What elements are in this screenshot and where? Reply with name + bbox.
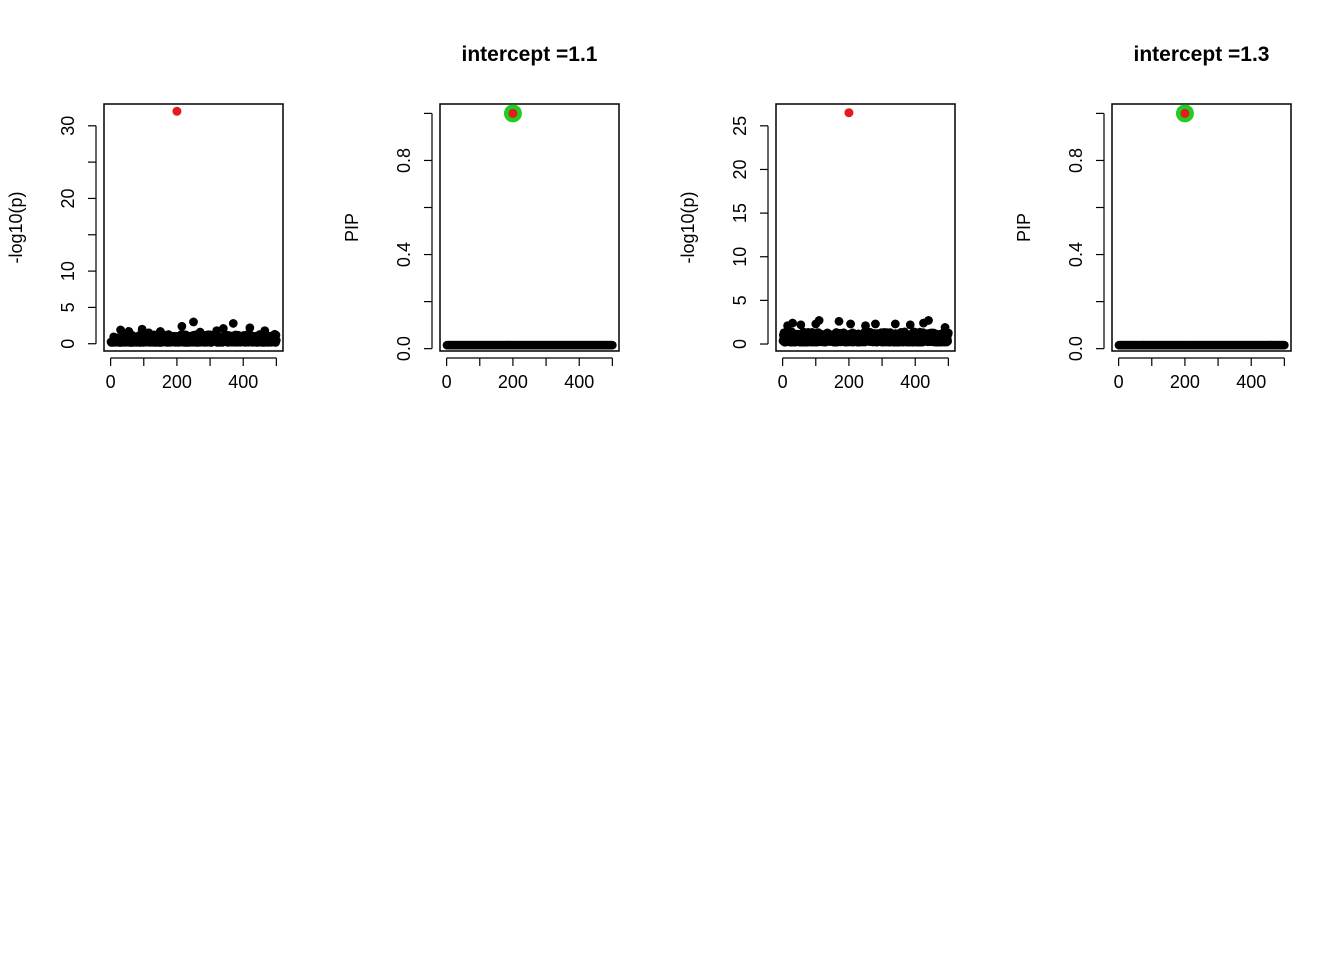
data-points <box>1114 340 1289 350</box>
y-tick-label: 0.0 <box>1066 336 1086 361</box>
panel-2: intercept =1.1 PIP 0 200 400 0.0 0.4 0.8 <box>342 43 620 392</box>
x-tick-label: 200 <box>1170 372 1200 392</box>
data-point <box>834 317 844 326</box>
highlight-point <box>508 108 518 118</box>
panel-1: -log10(p) 0 200 400 0 5 10 20 30 <box>6 103 284 392</box>
data-point <box>228 319 238 328</box>
y-tick-label: 0 <box>730 339 750 349</box>
y-tick-label: 20 <box>58 188 78 208</box>
y-axis-title: PIP <box>1014 213 1034 242</box>
highlight-point <box>844 108 854 118</box>
data-point <box>212 326 222 335</box>
data-points <box>778 316 953 347</box>
data-point <box>943 336 953 346</box>
x-tick-label: 400 <box>228 372 258 392</box>
y-axis-title: PIP <box>342 213 362 242</box>
data-point <box>796 320 806 330</box>
data-point <box>608 340 617 350</box>
x-tick-label: 0 <box>106 372 116 392</box>
data-point <box>270 329 280 339</box>
data-point <box>788 318 797 328</box>
data-point <box>144 328 154 338</box>
y-tick-label: 0.0 <box>394 336 414 361</box>
y-tick-label: 0.8 <box>394 148 414 173</box>
data-point <box>260 326 270 335</box>
x-tick-label: 0 <box>778 372 788 392</box>
plot-frame <box>103 103 284 352</box>
y-tick-label: 0 <box>58 339 78 349</box>
data-points <box>442 340 617 350</box>
y-tick-label: 0.4 <box>394 242 414 267</box>
x-tick-label: 400 <box>900 372 930 392</box>
y-tick-label: 30 <box>58 116 78 136</box>
highlight-point <box>1180 108 1190 118</box>
x-tick-label: 200 <box>162 372 192 392</box>
data-point <box>195 327 205 337</box>
panel-title: intercept =1.1 <box>462 43 598 66</box>
data-point <box>177 322 187 331</box>
panel-title: intercept =1.3 <box>1134 43 1270 66</box>
x-tick-label: 400 <box>1236 372 1266 392</box>
x-tick-label: 400 <box>564 372 594 392</box>
panel-3: -log10(p) 0 200 400 0 5 10 15 20 25 <box>678 103 956 392</box>
y-tick-label: 10 <box>58 261 78 281</box>
data-point <box>891 319 900 329</box>
data-point <box>924 316 933 325</box>
y-tick-label: 5 <box>730 295 750 305</box>
data-point <box>116 325 125 335</box>
plot-frame <box>1111 103 1292 352</box>
data-point <box>905 320 915 330</box>
data-point <box>137 324 147 334</box>
data-point <box>245 323 255 333</box>
data-point <box>189 317 198 327</box>
y-tick-label: 0.4 <box>1066 242 1086 267</box>
data-point <box>124 327 134 336</box>
y-tick-label: 5 <box>58 302 78 312</box>
x-tick-label: 200 <box>498 372 528 392</box>
data-points <box>106 317 281 347</box>
data-point <box>846 319 855 329</box>
data-point <box>861 321 870 330</box>
x-tick-label: 200 <box>834 372 864 392</box>
data-point <box>871 319 880 329</box>
y-tick-label: 0.8 <box>1066 148 1086 173</box>
x-tick-label: 0 <box>442 372 452 392</box>
highlight-point <box>172 106 182 116</box>
y-tick-label: 15 <box>730 203 750 223</box>
data-point <box>940 323 950 332</box>
panel-4: intercept =1.3 PIP 0 200 400 0.0 0.4 0.8 <box>1014 43 1292 392</box>
data-point <box>156 327 165 336</box>
y-tick-label: 20 <box>730 159 750 179</box>
y-tick-label: 25 <box>730 116 750 136</box>
data-point <box>814 316 824 325</box>
data-point <box>1280 340 1289 350</box>
plot-frame <box>439 103 620 352</box>
y-tick-label: 10 <box>730 247 750 267</box>
x-tick-label: 0 <box>1114 372 1124 392</box>
plot-frame <box>775 103 956 352</box>
y-axis-title: -log10(p) <box>678 191 698 263</box>
y-axis-title: -log10(p) <box>6 191 26 263</box>
data-point <box>219 324 228 333</box>
